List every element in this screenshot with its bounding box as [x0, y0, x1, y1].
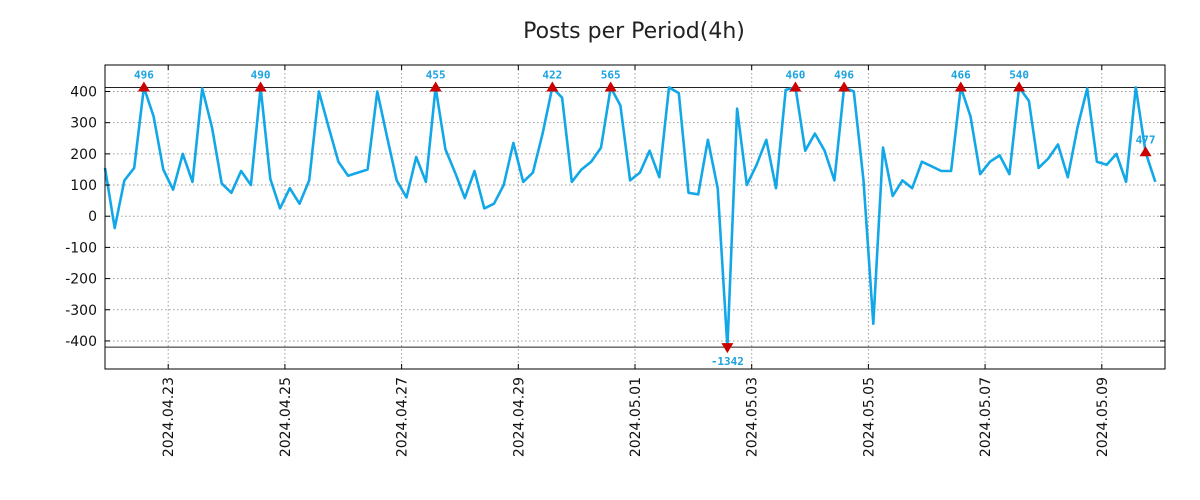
peak-marker	[789, 81, 802, 92]
x-tick-label: 2024.04.23	[161, 377, 177, 457]
peak-label: 496	[134, 68, 154, 81]
peak-label: 422	[542, 68, 562, 81]
peak-label: 466	[951, 68, 971, 81]
trough-marker	[721, 343, 734, 354]
grid-lines	[105, 65, 1165, 369]
y-tick-label: -300	[65, 303, 97, 319]
series-layer	[103, 86, 1157, 349]
series-line	[103, 86, 1157, 349]
peak-marker	[604, 81, 617, 92]
y-tick-label: -200	[65, 272, 97, 288]
y-tick-label: 0	[88, 209, 97, 225]
x-tick-label: 2024.05.07	[978, 377, 994, 457]
x-tick-label: 2024.04.27	[395, 377, 411, 457]
peak-label: 496	[834, 68, 854, 81]
x-axis: 2024.04.23 2024.04.25 2024.04.27 2024.04.29…	[161, 65, 1111, 457]
peak-marker	[954, 81, 967, 92]
peak-marker	[838, 81, 851, 92]
peak-label: 490	[251, 68, 271, 81]
x-tick-label: 2024.05.03	[745, 377, 761, 457]
peak-marker	[1013, 81, 1026, 92]
y-axis: 400 300 200 100 0 -100 -200 -300 -400	[65, 85, 1165, 350]
peak-marker	[546, 81, 559, 92]
x-tick-label: 2024.05.01	[628, 377, 644, 457]
y-tick-label: 400	[70, 85, 97, 101]
y-tick-label: -100	[65, 240, 97, 256]
peak-marker	[429, 81, 442, 92]
y-tick-label: 100	[70, 178, 97, 194]
clip-lines	[105, 86, 1165, 348]
y-tick-label: 200	[70, 147, 97, 163]
peak-markers: 496 490 455 422 565 -1342 460 496 466 540 477	[134, 68, 1156, 368]
peak-label: 455	[426, 68, 446, 81]
peak-label: 477	[1136, 133, 1156, 146]
y-tick-label: 300	[70, 116, 97, 132]
x-tick-label: 2024.05.05	[861, 377, 877, 457]
peak-label: 540	[1009, 68, 1029, 81]
y-tick-label: -400	[65, 334, 97, 350]
chart-title: Posts per Period(4h)	[523, 19, 745, 44]
peak-marker	[1139, 146, 1152, 157]
x-tick-label: 2024.04.25	[278, 377, 294, 457]
x-tick-label: 2024.05.09	[1095, 377, 1111, 457]
x-tick-label: 2024.04.29	[511, 377, 527, 457]
peak-label: 565	[601, 68, 621, 81]
peak-marker	[254, 81, 267, 92]
trough-label: -1342	[711, 355, 744, 368]
peak-label: 460	[786, 68, 806, 81]
peak-marker	[137, 81, 150, 92]
